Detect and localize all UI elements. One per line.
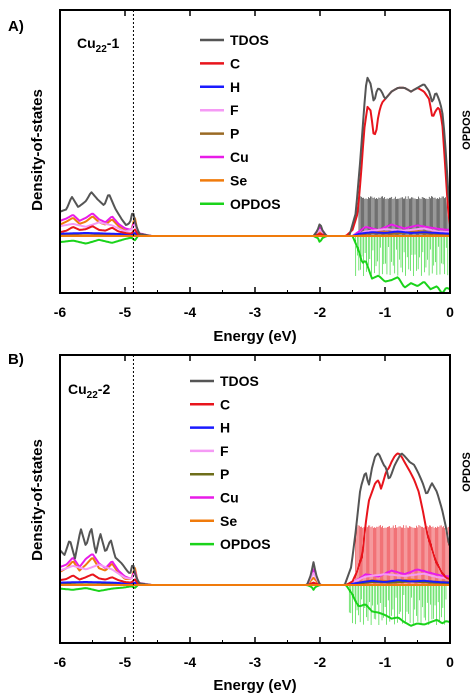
plot-area <box>60 76 450 293</box>
x-tick-label: -6 <box>54 304 67 320</box>
legend-label: H <box>220 420 230 436</box>
y2-axis-label: OPDOS <box>461 452 473 492</box>
legend-label: C <box>220 396 230 412</box>
chart-title: Cu22-2 <box>68 381 110 401</box>
dos-panel-b: -6 -5 -4 -3 -2 -1 0 Energy (eV) Density-of-state… <box>8 351 473 694</box>
legend-label: Cu <box>220 490 239 506</box>
legend-label: P <box>230 126 239 142</box>
panel-label: B) <box>8 351 24 368</box>
legend-label: Se <box>230 172 247 188</box>
panel-label: A) <box>8 18 24 35</box>
x-tick-label: -2 <box>314 304 327 320</box>
x-tick-label: -3 <box>249 304 262 320</box>
chart-title: Cu22-1 <box>77 35 119 55</box>
legend-label: C <box>230 55 240 71</box>
legend-label: TDOS <box>230 32 269 48</box>
opdos-stick-markers <box>355 236 449 276</box>
legend-label: OPDOS <box>230 196 281 212</box>
legend-label: Se <box>220 513 237 529</box>
dos-panel-a: -6 -5 -4 -3 -2 -1 0 Energy (eV) Density-of-state… <box>8 9 473 345</box>
legend-label: F <box>220 443 229 459</box>
legend-label: Cu <box>230 149 249 165</box>
x-tick-label: -4 <box>184 654 197 670</box>
legend-label: F <box>230 102 239 118</box>
title-suffix: -2 <box>98 381 111 397</box>
x-tick-label: -6 <box>54 654 67 670</box>
legend-label: TDOS <box>220 373 259 389</box>
x-tick-label: -5 <box>119 654 132 670</box>
x-tick-label: -1 <box>379 304 392 320</box>
title-subscript: 22 <box>96 44 108 55</box>
series-line-tdos <box>60 452 450 586</box>
x-tick-label: -5 <box>119 304 132 320</box>
legend-label: OPDOS <box>220 536 271 552</box>
y2-axis-label: OPDOS <box>461 110 473 150</box>
title-suffix: -1 <box>107 35 120 51</box>
y-axis-label: Density-of-states <box>29 89 46 211</box>
legend-label: P <box>220 466 229 482</box>
x-axis-label: Energy (eV) <box>213 328 296 345</box>
title-base: Cu <box>77 35 96 51</box>
y-axis-label: Density-of-states <box>29 439 46 561</box>
x-tick-label: 0 <box>446 654 454 670</box>
x-tick-label: -4 <box>184 304 197 320</box>
x-axis-label: Energy (eV) <box>213 677 296 694</box>
title-base: Cu <box>68 381 87 397</box>
x-tick-label: -3 <box>249 654 262 670</box>
x-tick-label: -2 <box>314 654 327 670</box>
legend-label: H <box>230 79 240 95</box>
x-tick-label: 0 <box>446 304 454 320</box>
title-subscript: 22 <box>87 390 99 401</box>
x-tick-label: -1 <box>379 654 392 670</box>
plot-area <box>60 452 450 627</box>
